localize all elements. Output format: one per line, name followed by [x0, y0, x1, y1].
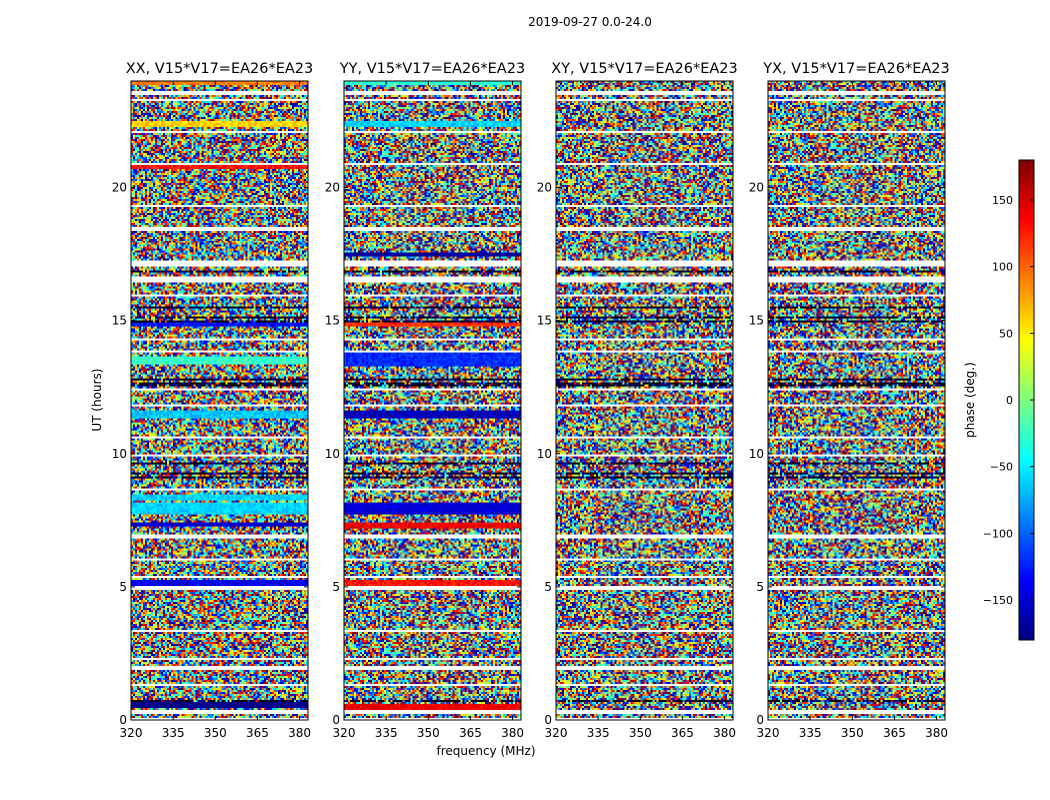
- y-tick-label: 10: [112, 447, 127, 461]
- phase-heatmap-image: [131, 81, 308, 720]
- y-tick-label: 0: [756, 713, 764, 727]
- panel-3: XY, V15*V17=EA26*EA23 320 335 350 365 380 0 5 10…: [537, 61, 738, 740]
- x-tick-label: 335: [162, 726, 185, 740]
- y-tick-label: 0: [544, 713, 552, 727]
- panel-title: XX, V15*V17=EA26*EA23: [126, 61, 314, 77]
- x-tick-label: 380: [288, 726, 311, 740]
- colorbar-ticks: 150 100 50 0 −50 −100 −150: [983, 194, 1034, 607]
- panel-4: YX, V15*V17=EA26*EA23 320 335 350 365 380 0 5 10…: [749, 61, 950, 740]
- y-tick-label: 15: [537, 314, 552, 328]
- panels: XX, V15*V17=EA26*EA23 320 335 350 365 380 0 5 10…: [112, 61, 950, 740]
- y-tick-label: 10: [325, 447, 340, 461]
- panel-title: YY, V15*V17=EA26*EA23: [339, 61, 525, 77]
- panel-2: YY, V15*V17=EA26*EA23 320 335 350 365 380 0 5 10…: [325, 61, 525, 740]
- y-tick-label: 0: [332, 713, 340, 727]
- x-tick-label: 335: [375, 726, 398, 740]
- y-tick-label: 20: [537, 181, 552, 195]
- x-tick-label: 380: [925, 726, 948, 740]
- panel-frame: [555, 80, 734, 721]
- panel-frame: [130, 80, 309, 721]
- x-tick-label: 365: [246, 726, 269, 740]
- panel-frame: [343, 80, 522, 721]
- phase-heatmap-image: [344, 81, 521, 720]
- colorbar-tick-label: −100: [983, 527, 1013, 540]
- x-tick-label: 350: [629, 726, 652, 740]
- x-tick-label: 365: [883, 726, 906, 740]
- colorbar-tick-label: 150: [992, 194, 1013, 207]
- panel-title: YX, V15*V17=EA26*EA23: [762, 61, 949, 77]
- x-tick-label: 320: [545, 726, 568, 740]
- panel-1: XX, V15*V17=EA26*EA23 320 335 350 365 380 0 5 10…: [112, 61, 314, 740]
- x-tick-label: 335: [799, 726, 822, 740]
- y-tick-label: 20: [325, 181, 340, 195]
- phase-heatmap-image: [768, 81, 945, 720]
- y-tick-label: 0: [119, 713, 127, 727]
- x-tick-label: 320: [120, 726, 143, 740]
- y-tick-label: 20: [749, 181, 764, 195]
- y-tick-label: 10: [749, 447, 764, 461]
- y-tick-label: 20: [112, 181, 127, 195]
- colorbar-tick-label: 0: [1006, 394, 1013, 407]
- colorbar: 150 100 50 0 −50 −100 −150 phase (deg.): [963, 159, 1035, 641]
- colorbar-label: phase (deg.): [963, 362, 977, 438]
- y-tick-label: 5: [332, 580, 340, 594]
- y-tick-label: 5: [544, 580, 552, 594]
- x-tick-label: 350: [417, 726, 440, 740]
- colorbar-tick-label: −150: [983, 594, 1013, 607]
- colorbar-tick-label: 100: [992, 261, 1013, 274]
- colorbar-tick-label: 50: [999, 327, 1013, 340]
- x-tick-label: 365: [459, 726, 482, 740]
- phase-heatmap-image: [556, 81, 733, 720]
- x-tick-label: 320: [333, 726, 356, 740]
- x-tick-label: 365: [671, 726, 694, 740]
- x-tick-label: 335: [587, 726, 610, 740]
- x-tick-label: 350: [204, 726, 227, 740]
- panel-title: XY, V15*V17=EA26*EA23: [551, 61, 737, 77]
- x-tick-label: 320: [757, 726, 780, 740]
- y-tick-label: 15: [112, 314, 127, 328]
- panel-frame: [767, 80, 946, 721]
- y-tick-label: 15: [325, 314, 340, 328]
- y-tick-label: 10: [537, 447, 552, 461]
- x-axis-label: frequency (MHz): [436, 744, 535, 758]
- x-tick-label: 350: [841, 726, 864, 740]
- figure-title: 2019-09-27 0.0-24.0: [528, 15, 652, 29]
- y-tick-label: 5: [119, 580, 127, 594]
- y-tick-label: 15: [749, 314, 764, 328]
- x-tick-label: 380: [713, 726, 736, 740]
- y-axis-label: UT (hours): [90, 368, 104, 431]
- y-tick-label: 5: [756, 580, 764, 594]
- colorbar-tick-label: −50: [990, 461, 1013, 474]
- x-tick-label: 380: [501, 726, 524, 740]
